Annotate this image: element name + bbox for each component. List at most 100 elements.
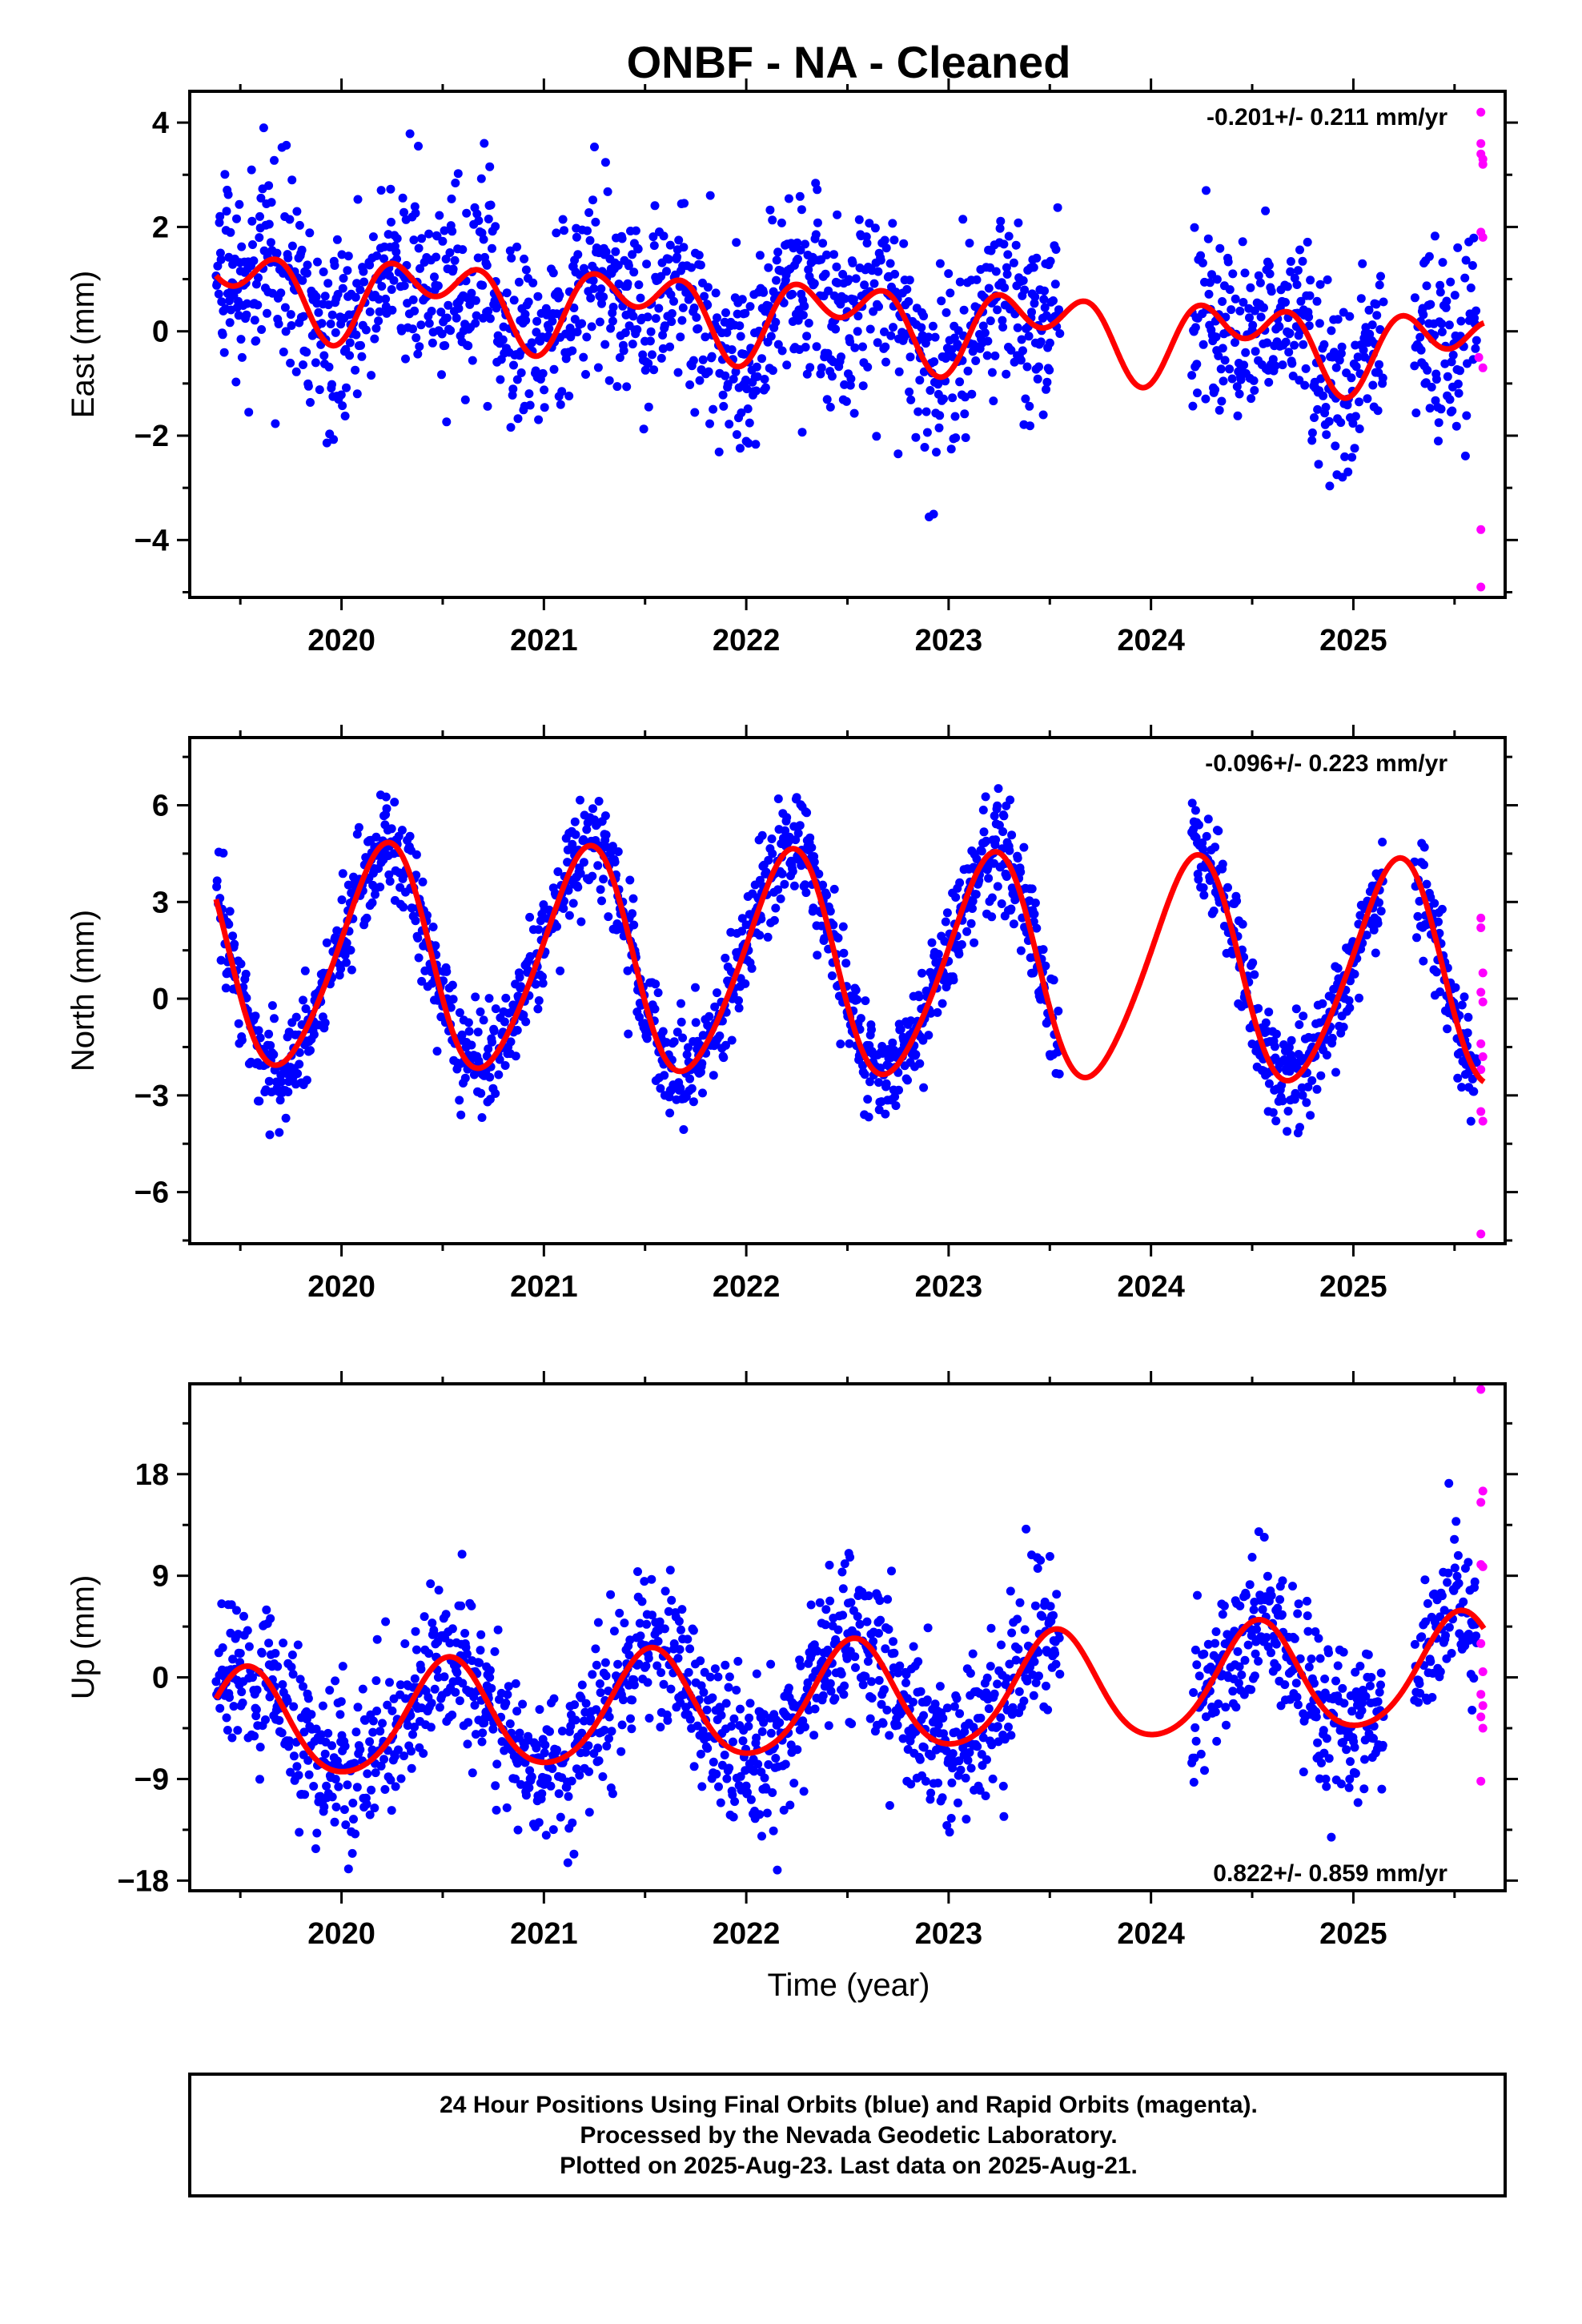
final-orbit-point	[1043, 1705, 1053, 1715]
final-orbit-point	[1259, 1533, 1269, 1542]
final-orbit-point	[1195, 820, 1203, 830]
final-orbit-point	[608, 316, 617, 326]
final-orbit-point	[1277, 1610, 1287, 1619]
final-orbit-point	[1375, 1687, 1384, 1697]
final-orbit-point	[959, 305, 969, 315]
final-orbit-point	[1303, 1082, 1313, 1092]
final-orbit-point	[1434, 418, 1443, 428]
final-orbit-point	[1272, 1663, 1282, 1672]
final-orbit-point	[455, 1696, 464, 1706]
velocity-annotation: -0.201+/- 0.211 mm/yr	[1207, 104, 1447, 131]
final-orbit-point	[273, 1662, 283, 1671]
final-orbit-point	[1441, 1630, 1450, 1640]
final-orbit-point	[568, 346, 577, 356]
final-orbit-point	[571, 1715, 580, 1725]
final-orbit-point	[271, 1649, 280, 1658]
final-orbit-point	[428, 923, 438, 931]
final-orbit-point	[1435, 1612, 1445, 1622]
final-orbit-point	[840, 294, 849, 304]
final-orbit-point	[1006, 904, 1016, 914]
final-orbit-point	[343, 1864, 353, 1874]
final-orbit-point	[595, 317, 604, 327]
x-tick-label: 2022	[713, 624, 781, 657]
final-orbit-point	[441, 255, 451, 263]
final-orbit-point	[1025, 401, 1034, 411]
final-orbit-point	[476, 174, 486, 183]
final-orbit-point	[379, 254, 388, 263]
final-orbit-point	[685, 1715, 695, 1724]
final-orbit-point	[411, 916, 420, 926]
final-orbit-point	[948, 1749, 958, 1759]
final-orbit-point	[850, 1652, 860, 1662]
final-orbit-point	[1333, 963, 1343, 973]
final-orbit-point	[375, 1727, 385, 1736]
final-orbit-point	[660, 1624, 669, 1634]
final-orbit-point	[658, 331, 668, 340]
final-orbit-point	[557, 1727, 567, 1736]
final-orbit-point	[924, 332, 934, 342]
final-orbit-point	[1337, 342, 1347, 352]
final-orbit-point	[579, 352, 588, 362]
final-orbit-point	[424, 229, 434, 239]
final-orbit-point	[1046, 256, 1055, 266]
final-orbit-point	[577, 1728, 587, 1738]
final-orbit-point	[215, 211, 225, 221]
final-orbit-point	[1360, 1755, 1369, 1764]
final-orbit-point	[782, 360, 792, 370]
final-orbit-point	[650, 1004, 660, 1014]
final-orbit-point	[1373, 919, 1383, 928]
final-orbit-point	[1350, 1743, 1359, 1752]
final-orbit-point	[701, 332, 710, 342]
final-orbit-point	[1053, 203, 1062, 212]
final-orbit-point	[336, 390, 346, 400]
final-orbit-point	[1006, 345, 1016, 355]
final-orbit-point	[961, 392, 970, 402]
final-orbit-point	[512, 1707, 522, 1716]
final-orbit-point	[1454, 388, 1464, 398]
final-orbit-point	[822, 891, 831, 900]
final-orbit-point	[772, 255, 781, 265]
final-orbit-point	[617, 1720, 627, 1730]
final-orbit-point	[417, 976, 427, 986]
final-orbit-point	[632, 325, 642, 334]
final-orbit-point	[417, 234, 427, 243]
final-orbit-point	[1416, 345, 1426, 355]
final-orbit-point	[275, 1096, 285, 1105]
final-orbit-point	[862, 239, 872, 248]
final-orbit-point	[283, 253, 293, 263]
final-orbit-point	[484, 307, 493, 316]
final-orbit-point	[1247, 394, 1256, 404]
final-orbit-point	[793, 829, 803, 838]
final-orbit-point	[1235, 1662, 1244, 1671]
final-orbit-point	[972, 854, 982, 864]
final-orbit-point	[338, 283, 347, 293]
final-orbit-point	[377, 282, 387, 291]
final-orbit-point	[370, 1803, 379, 1813]
final-orbit-point	[371, 832, 381, 842]
final-orbit-point	[617, 234, 627, 243]
final-orbit-point	[837, 1669, 846, 1679]
final-orbit-point	[1263, 1571, 1272, 1581]
final-orbit-point	[833, 933, 843, 943]
final-orbit-point	[863, 1657, 873, 1667]
final-orbit-point	[507, 253, 516, 263]
final-orbit-point	[1255, 278, 1265, 287]
final-orbit-point	[350, 1759, 359, 1768]
final-orbit-point	[764, 855, 773, 865]
final-orbit-point	[341, 1820, 351, 1830]
final-orbit-point	[656, 353, 666, 363]
final-orbit-point	[1262, 1633, 1271, 1642]
final-orbit-point	[734, 995, 743, 1005]
final-orbit-point	[1204, 289, 1214, 299]
final-orbit-point	[999, 811, 1009, 821]
final-orbit-point	[1227, 305, 1236, 315]
final-orbit-point	[1340, 452, 1350, 461]
final-orbit-point	[365, 1810, 375, 1819]
final-orbit-point	[965, 239, 974, 248]
final-orbit-point	[1237, 1671, 1247, 1679]
rapid-orbit-point	[1476, 139, 1486, 148]
final-orbit-point	[785, 1800, 795, 1810]
final-orbit-point	[880, 235, 889, 245]
final-orbit-point	[593, 861, 603, 870]
final-orbit-point	[1453, 1073, 1463, 1083]
